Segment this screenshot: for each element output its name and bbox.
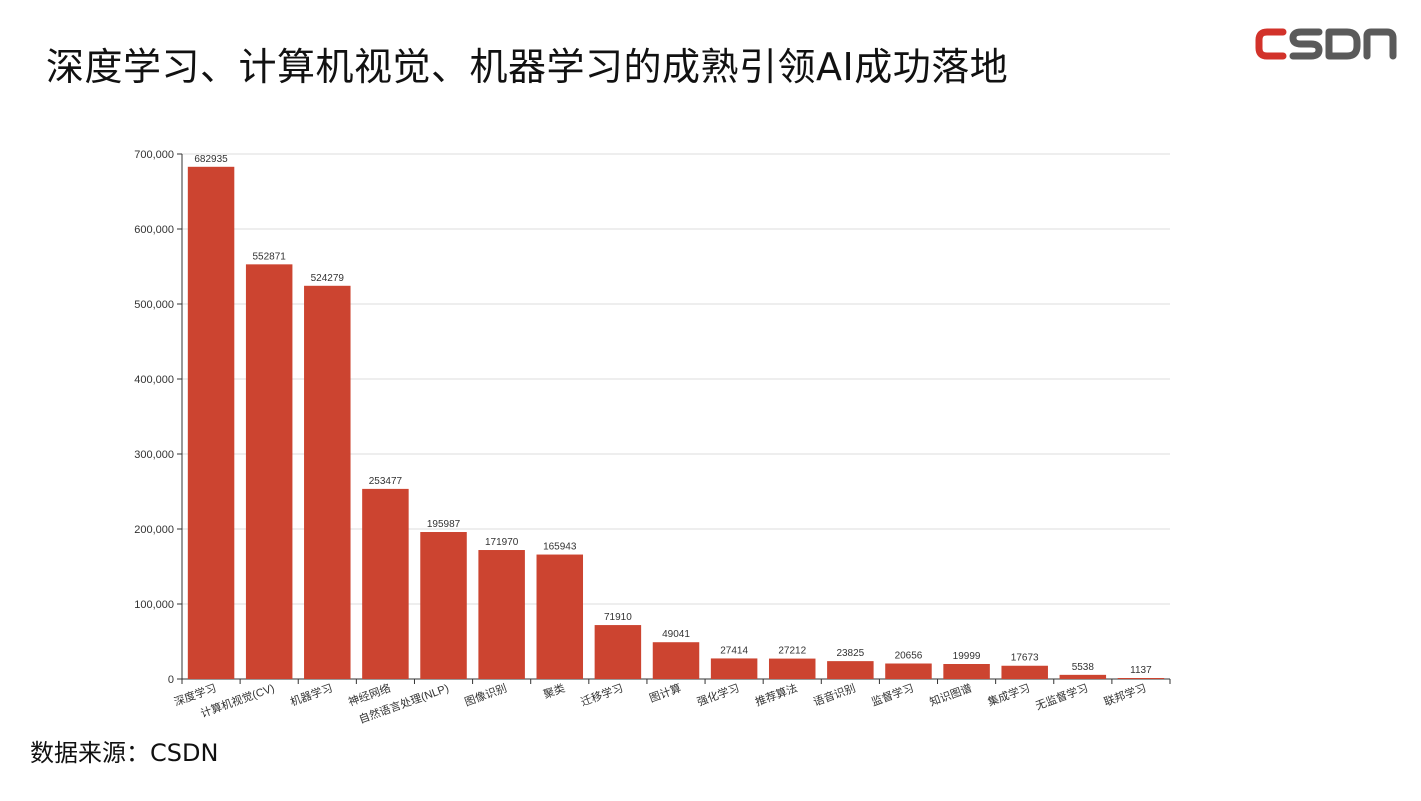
x-tick-label: 聚类 — [541, 681, 566, 702]
x-tick-label: 图像识别 — [463, 682, 509, 709]
bar — [245, 264, 293, 679]
y-tick-label: 100,000 — [134, 599, 174, 611]
data-label: 71910 — [604, 612, 632, 623]
bar — [1117, 678, 1165, 679]
data-label: 23825 — [836, 648, 864, 659]
data-label: 552871 — [252, 251, 286, 262]
x-tick-label: 无监督学习 — [1033, 681, 1089, 713]
x-tick-label: 强化学习 — [695, 681, 741, 709]
x-tick-label: 推荐算法 — [753, 681, 799, 709]
bar — [420, 532, 467, 679]
data-label: 253477 — [369, 476, 403, 487]
x-tick-label: 图计算 — [647, 681, 683, 705]
data-label: 27414 — [720, 645, 748, 656]
data-label: 195987 — [427, 519, 461, 530]
y-tick-label: 0 — [168, 674, 174, 686]
csdn-logo — [1253, 18, 1401, 70]
x-tick-label: 机器学习 — [288, 681, 334, 709]
data-label: 165943 — [543, 542, 577, 553]
bar — [478, 550, 525, 679]
data-label: 524279 — [311, 273, 345, 284]
bar — [885, 663, 932, 679]
bar — [362, 488, 409, 679]
bar — [943, 664, 990, 679]
x-tick-label: 自然语言处理(NLP) — [357, 681, 451, 727]
x-tick-label: 集成学习 — [986, 681, 1032, 709]
x-tick-label: 语音识别 — [811, 681, 857, 709]
x-tick-label: 联邦学习 — [1102, 681, 1148, 709]
bar — [710, 658, 758, 679]
bar — [187, 166, 235, 679]
data-label: 171970 — [485, 537, 519, 548]
data-label: 682935 — [194, 154, 228, 165]
y-tick-label: 300,000 — [134, 449, 174, 461]
bar — [652, 642, 700, 679]
y-tick-label: 200,000 — [134, 524, 174, 536]
data-label: 17673 — [1011, 653, 1039, 664]
y-tick-label: 400,000 — [134, 374, 174, 386]
bar — [1059, 674, 1107, 679]
data-label: 27212 — [778, 646, 806, 657]
data-label: 49041 — [662, 629, 690, 640]
x-tick-label: 知识图谱 — [927, 681, 973, 709]
x-tick-label: 监督学习 — [869, 681, 915, 709]
bar — [1001, 665, 1048, 679]
data-label: 20656 — [895, 651, 923, 662]
bar — [304, 285, 351, 679]
bar — [536, 554, 584, 679]
data-source-note: 数据来源：CSDN — [30, 739, 219, 767]
bar — [827, 661, 874, 679]
y-tick-label: 500,000 — [134, 299, 174, 311]
y-tick-label: 600,000 — [134, 224, 174, 236]
y-tick-label: 700,000 — [134, 149, 174, 161]
bar — [594, 625, 642, 679]
data-label: 19999 — [953, 651, 981, 662]
x-tick-label: 迁移学习 — [579, 681, 625, 709]
data-label: 1137 — [1130, 665, 1152, 676]
bar — [768, 658, 816, 679]
data-label: 5538 — [1072, 662, 1095, 673]
slide-title: 深度学习、计算机视觉、机器学习的成熟引领AI成功落地 — [46, 45, 1009, 89]
csdn-logo-mark — [1255, 28, 1397, 60]
